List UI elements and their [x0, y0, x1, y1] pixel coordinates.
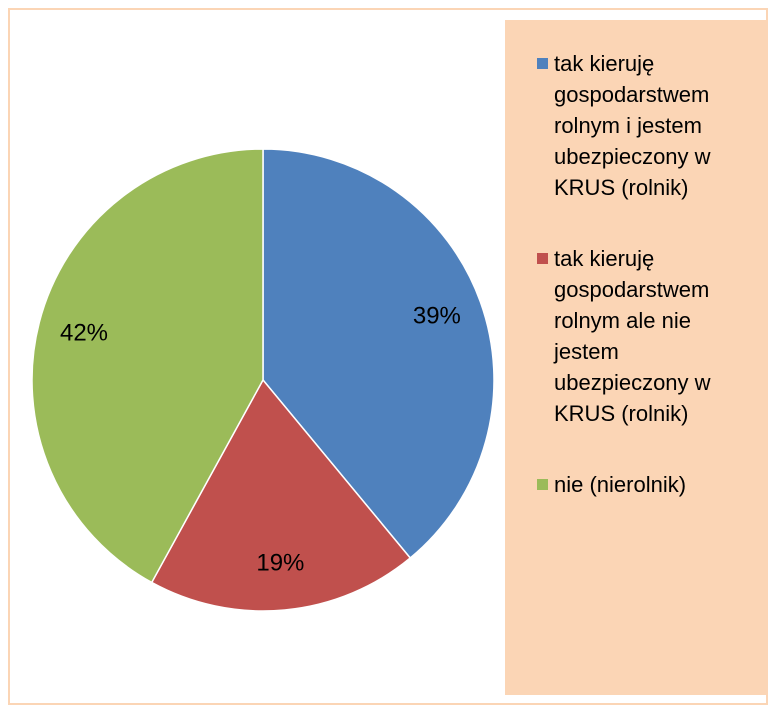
legend-label: nie (nierolnik) — [554, 472, 687, 497]
legend-swatch — [537, 58, 548, 69]
data-label: 42% — [60, 319, 108, 346]
data-label: 19% — [256, 549, 304, 576]
legend-item: tak kieruję gospodarstwem rolnym ale nie… — [537, 243, 748, 429]
legend: tak kieruję gospodarstwem rolnym i jeste… — [505, 20, 768, 695]
legend-item: tak kieruję gospodarstwem rolnym i jeste… — [537, 48, 748, 203]
pie-slice — [262, 148, 495, 560]
data-label: 39% — [413, 303, 461, 330]
pie-slice — [150, 378, 412, 612]
legend-label: tak kieruję gospodarstwem rolnym i jeste… — [554, 51, 711, 200]
legend-swatch — [537, 253, 548, 264]
pie-slice — [31, 148, 264, 584]
legend-label: tak kieruję gospodarstwem rolnym ale nie… — [554, 246, 711, 426]
legend-item: nie (nierolnik) — [537, 469, 748, 500]
legend-swatch — [537, 479, 548, 490]
